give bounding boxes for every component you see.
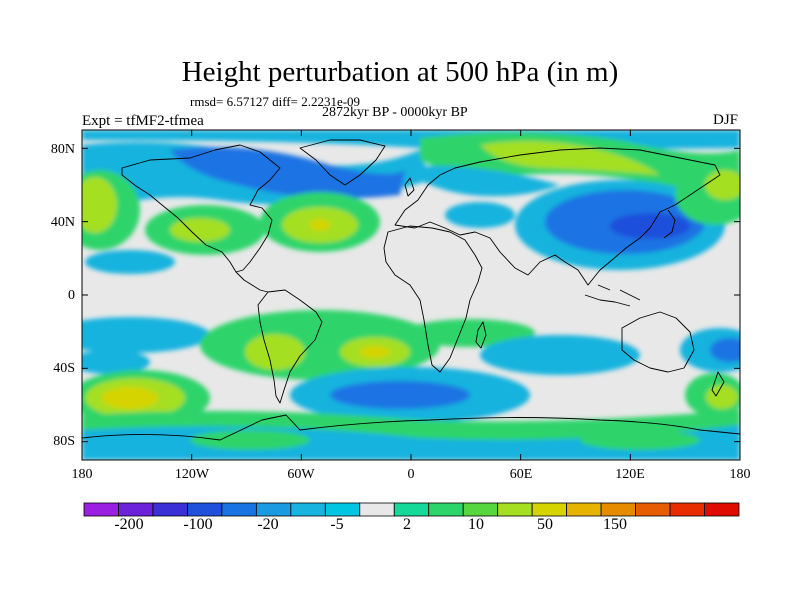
anomaly-field [82,130,740,460]
coast-new-zealand [711,371,725,397]
colorbar-label-150: 150 [603,516,627,533]
lat-label-0: 0 [68,288,75,303]
colorbar-label-neg5: -5 [330,516,344,533]
colorbar-swatch [359,502,395,517]
colorbar-label-neg200: -200 [114,516,144,533]
field-lime-s-america [245,334,305,370]
lon-label-60w: 60W [287,467,315,482]
colorbar-swatch [462,502,499,517]
colorbar-swatch [324,502,361,517]
lat-label-80n: 80N [50,142,75,157]
field-cyan-tropical-pacific [85,250,175,274]
axis-ticks [81,130,741,460]
lon-label-120w: 120W [174,467,210,482]
field-cyan-far-west [82,350,150,374]
colorbar-swatch [118,502,154,517]
field-green-ross [580,430,700,450]
colorbar-swatch [600,502,636,517]
coast-antarctica [82,414,740,441]
field-lime-e-pacific [82,177,117,233]
field-blue-n-america [170,147,405,199]
colorbar-swatch [255,502,292,517]
coast-indonesia [584,284,641,307]
lon-label-180e: 180 [729,467,751,482]
field-lime-se-pacific [706,385,738,409]
lat-label-40n: 40N [50,215,75,230]
colorbar-label-neg100: -100 [183,516,213,533]
field-lime-w-pacific [705,170,740,200]
colorbar-swatch [393,502,430,517]
period-line: 2872kyr BP - 0000kyr BP [322,105,468,120]
coast-japan [663,209,676,239]
coast-eurasia [394,147,721,286]
colorbar-swatch [428,502,464,517]
colorbar-label-neg20: -20 [257,516,279,533]
field-yellow-south-atlantic [360,346,390,358]
colorbar-swatch [704,502,740,517]
field-green-weddell [190,430,310,450]
field-cyan-near-east [445,202,515,228]
colorbar-label-10: 10 [468,516,484,533]
colorbar-swatch [83,502,119,517]
coast-central-america [235,271,269,293]
colorbar [83,502,740,517]
colorbar-swatch [290,502,326,517]
lon-label-180w: 180 [71,467,93,482]
colorbar-swatch [635,502,671,517]
lat-label-40s: 40S [53,361,75,376]
field-lime-arctic [480,141,660,175]
season-label: DJF [713,112,739,128]
coast-uk [404,177,415,197]
field-cyan-n-atlantic [400,166,560,197]
coast-north-america [121,144,281,273]
lon-label-60e: 60E [509,467,533,482]
colorbar-swatch [221,502,257,517]
field-cyan-south-pacific [82,317,210,353]
coast-australia [621,311,695,373]
colorbar-swatch [566,502,602,517]
stats-line: rmsd= 6.57127 diff= 2.2231e-09 [190,94,361,109]
colorbar-swatch [187,502,223,517]
field-yellow-sw-pacific [102,387,158,409]
field-blue-southern-ocean [330,381,470,409]
colorbar-label-50: 50 [537,516,553,533]
colorbar-swatch [669,502,705,517]
field-blue-east-indian [710,338,740,362]
lon-label-120e: 120E [615,467,645,482]
colorbar-swatch [531,502,568,517]
colorbar-swatch [497,502,533,517]
field-lime-n-america [170,218,230,242]
field-darkblue-asia [610,213,690,239]
field-cyan-indian [480,335,640,375]
coast-greenland [299,139,386,186]
chart-title: Height perturbation at 500 hPa (in m) [181,56,619,88]
colorbar-swatch [152,502,188,517]
lat-label-80s: 80S [53,434,75,449]
coast-africa [383,225,483,373]
field-green-indian [405,319,535,347]
coastlines [82,139,740,441]
lon-label-0: 0 [407,467,415,482]
coast-madagascar [475,321,487,349]
field-yellow-n-atlantic [310,219,330,231]
experiment-label: Expt = tfMF2-tfmea [82,113,204,129]
coast-south-america [257,289,323,404]
colorbar-label-2: 2 [403,516,411,533]
